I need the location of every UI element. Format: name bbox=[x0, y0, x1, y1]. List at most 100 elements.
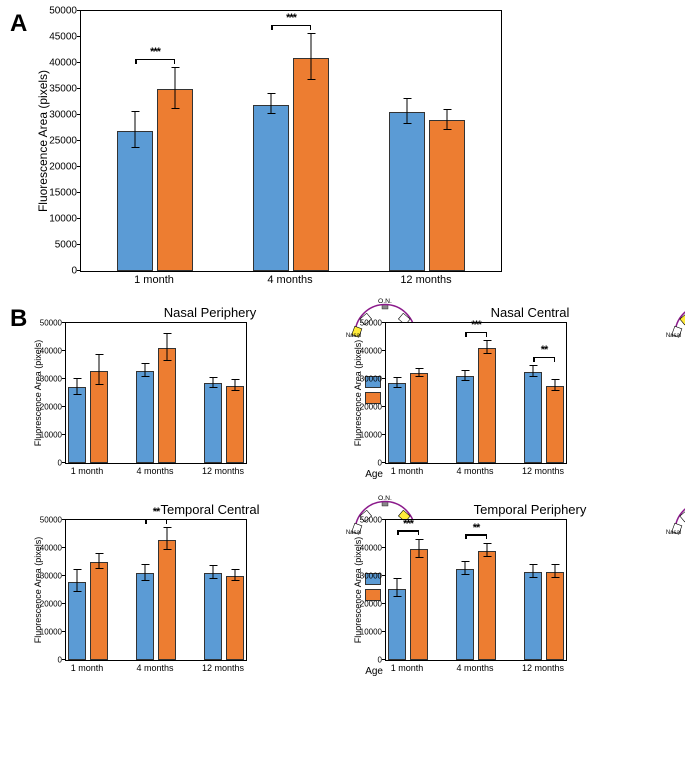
x-tick-label: 1 month bbox=[391, 663, 424, 673]
sig-stars: *** bbox=[150, 46, 160, 58]
y-tick-label: 40000 bbox=[40, 544, 66, 553]
p23h-bar bbox=[546, 386, 564, 463]
y-tick-label: 25000 bbox=[49, 136, 81, 147]
panel-a-x-labels: 1 month4 months12 months bbox=[80, 272, 500, 290]
sd-bar bbox=[204, 383, 222, 463]
y-tick-label: 30000 bbox=[360, 375, 386, 384]
x-tick-label: 12 months bbox=[400, 274, 451, 286]
subplot: Nasal CentralFluorescence Area (pixels)0… bbox=[385, 305, 675, 482]
y-axis-label: Fluorescence Area (pixels) bbox=[36, 70, 50, 212]
sd-bar bbox=[388, 383, 406, 463]
sd-bar bbox=[388, 589, 406, 660]
sd-bar bbox=[204, 573, 222, 660]
sig-stars: *** bbox=[471, 319, 481, 331]
p23h-bar bbox=[90, 562, 108, 660]
sd-bar bbox=[136, 573, 154, 660]
sig-stars: *** bbox=[403, 518, 413, 530]
subplot-diagram: O.N.NasalTemporal bbox=[660, 297, 685, 342]
subplot: Temporal PeripheryFluorescence Area (pix… bbox=[385, 502, 675, 679]
p23h-bar bbox=[226, 576, 244, 660]
subplot-plot: Fluorescence Area (pixels)01000020000300… bbox=[65, 322, 247, 464]
x-labels: 1 month 4 months 12 months bbox=[385, 661, 565, 679]
sig-bracket bbox=[465, 332, 487, 334]
y-tick-label: 40000 bbox=[360, 544, 386, 553]
sd-bar bbox=[524, 372, 542, 463]
y-tick-label: 50000 bbox=[40, 319, 66, 328]
x-axis-title: Age bbox=[365, 469, 383, 480]
svg-text:Nasal: Nasal bbox=[666, 333, 681, 339]
p23h-bar bbox=[478, 348, 496, 463]
x-tick-label: 1 month bbox=[391, 466, 424, 476]
x-labels: 1 month4 months12 months bbox=[385, 464, 565, 482]
panel-b-label: B bbox=[10, 305, 27, 333]
sd-bar bbox=[253, 105, 289, 271]
y-tick-label: 35000 bbox=[49, 84, 81, 95]
y-tick-label: 30000 bbox=[40, 572, 66, 581]
y-tick-label: 50000 bbox=[360, 516, 386, 525]
sig-bracket bbox=[271, 25, 311, 27]
x-tick-label: 4 months bbox=[267, 274, 312, 286]
p23h-bar bbox=[90, 371, 108, 463]
p23h-bar bbox=[410, 549, 428, 660]
panel-b: B Nasal Periphery Fluorescence Area (pixe… bbox=[10, 305, 675, 679]
y-tick-label: 40000 bbox=[49, 58, 81, 69]
p23h-bar bbox=[157, 89, 193, 271]
subplot-title: Nasal Central bbox=[385, 305, 675, 320]
sig-stars: ** bbox=[473, 522, 480, 534]
y-tick-label: 20000 bbox=[360, 600, 386, 609]
sd-bar bbox=[389, 112, 425, 271]
sd-bar bbox=[117, 131, 153, 271]
y-tick-label: 30000 bbox=[49, 110, 81, 121]
y-tick-label: 20000 bbox=[40, 600, 66, 609]
x-tick-label: 12 months bbox=[202, 466, 244, 476]
p23h-bar bbox=[158, 540, 176, 660]
sig-stars: *** bbox=[286, 12, 296, 24]
y-tick-label: 20000 bbox=[40, 403, 66, 412]
y-tick-label: 20000 bbox=[360, 403, 386, 412]
sig-bracket bbox=[145, 519, 167, 521]
svg-text:Nasal: Nasal bbox=[666, 530, 681, 536]
y-tick-label: 50000 bbox=[360, 319, 386, 328]
x-labels: 1 month4 months12 months bbox=[65, 464, 245, 482]
y-tick-label: 30000 bbox=[40, 375, 66, 384]
y-tick-label: 50000 bbox=[49, 6, 81, 17]
p23h-bar bbox=[546, 572, 564, 660]
y-tick-label: 10000 bbox=[40, 431, 66, 440]
x-tick-label: 12 months bbox=[522, 466, 564, 476]
subplot-title: Temporal Central bbox=[65, 502, 355, 517]
p23h-bar bbox=[478, 551, 496, 660]
sd-bar bbox=[524, 572, 542, 660]
sig-bracket bbox=[135, 59, 175, 61]
sig-stars: ** bbox=[541, 344, 548, 356]
subplot: Nasal Periphery Fluorescence Area (pixels… bbox=[65, 305, 355, 482]
x-tick-label: 12 months bbox=[522, 663, 564, 673]
subplot-plot: Fluorescence Area (pixels)01000020000300… bbox=[65, 519, 247, 661]
p23h-bar bbox=[429, 120, 465, 271]
x-axis-title: Age bbox=[365, 666, 383, 677]
y-tick-label: 45000 bbox=[49, 32, 81, 43]
y-tick-label: 40000 bbox=[40, 347, 66, 356]
x-labels: 1 month4 months12 months bbox=[65, 661, 245, 679]
sd-bar bbox=[136, 371, 154, 463]
y-tick-label: 10000 bbox=[360, 431, 386, 440]
sd-bar bbox=[456, 376, 474, 463]
y-tick-label: 5000 bbox=[55, 240, 81, 251]
y-tick-label: 10000 bbox=[40, 628, 66, 637]
x-tick-label: 4 months bbox=[136, 466, 173, 476]
panel-b-grid: Nasal Periphery Fluorescence Area (pixels… bbox=[65, 305, 675, 679]
subplot-title: Nasal Periphery bbox=[65, 305, 355, 320]
p23h-bar bbox=[410, 373, 428, 463]
x-tick-label: 4 months bbox=[456, 663, 493, 673]
sig-bracket bbox=[533, 357, 555, 359]
sd-bar bbox=[68, 582, 86, 660]
y-tick-label: 15000 bbox=[49, 188, 81, 199]
sd-bar bbox=[68, 387, 86, 463]
y-tick-label: 40000 bbox=[360, 347, 386, 356]
x-tick-label: 4 months bbox=[136, 663, 173, 673]
p23h-bar bbox=[226, 386, 244, 463]
subplot-plot: Fluorescence Area (pixels)01000020000300… bbox=[385, 519, 567, 661]
subplot-diagram: O.N.NasalTemporal bbox=[660, 494, 685, 539]
x-tick-label: 12 months bbox=[202, 663, 244, 673]
svg-text:Nasal: Nasal bbox=[346, 530, 361, 536]
subplot: Temporal Central Fluorescence Area (pixel… bbox=[65, 502, 355, 679]
